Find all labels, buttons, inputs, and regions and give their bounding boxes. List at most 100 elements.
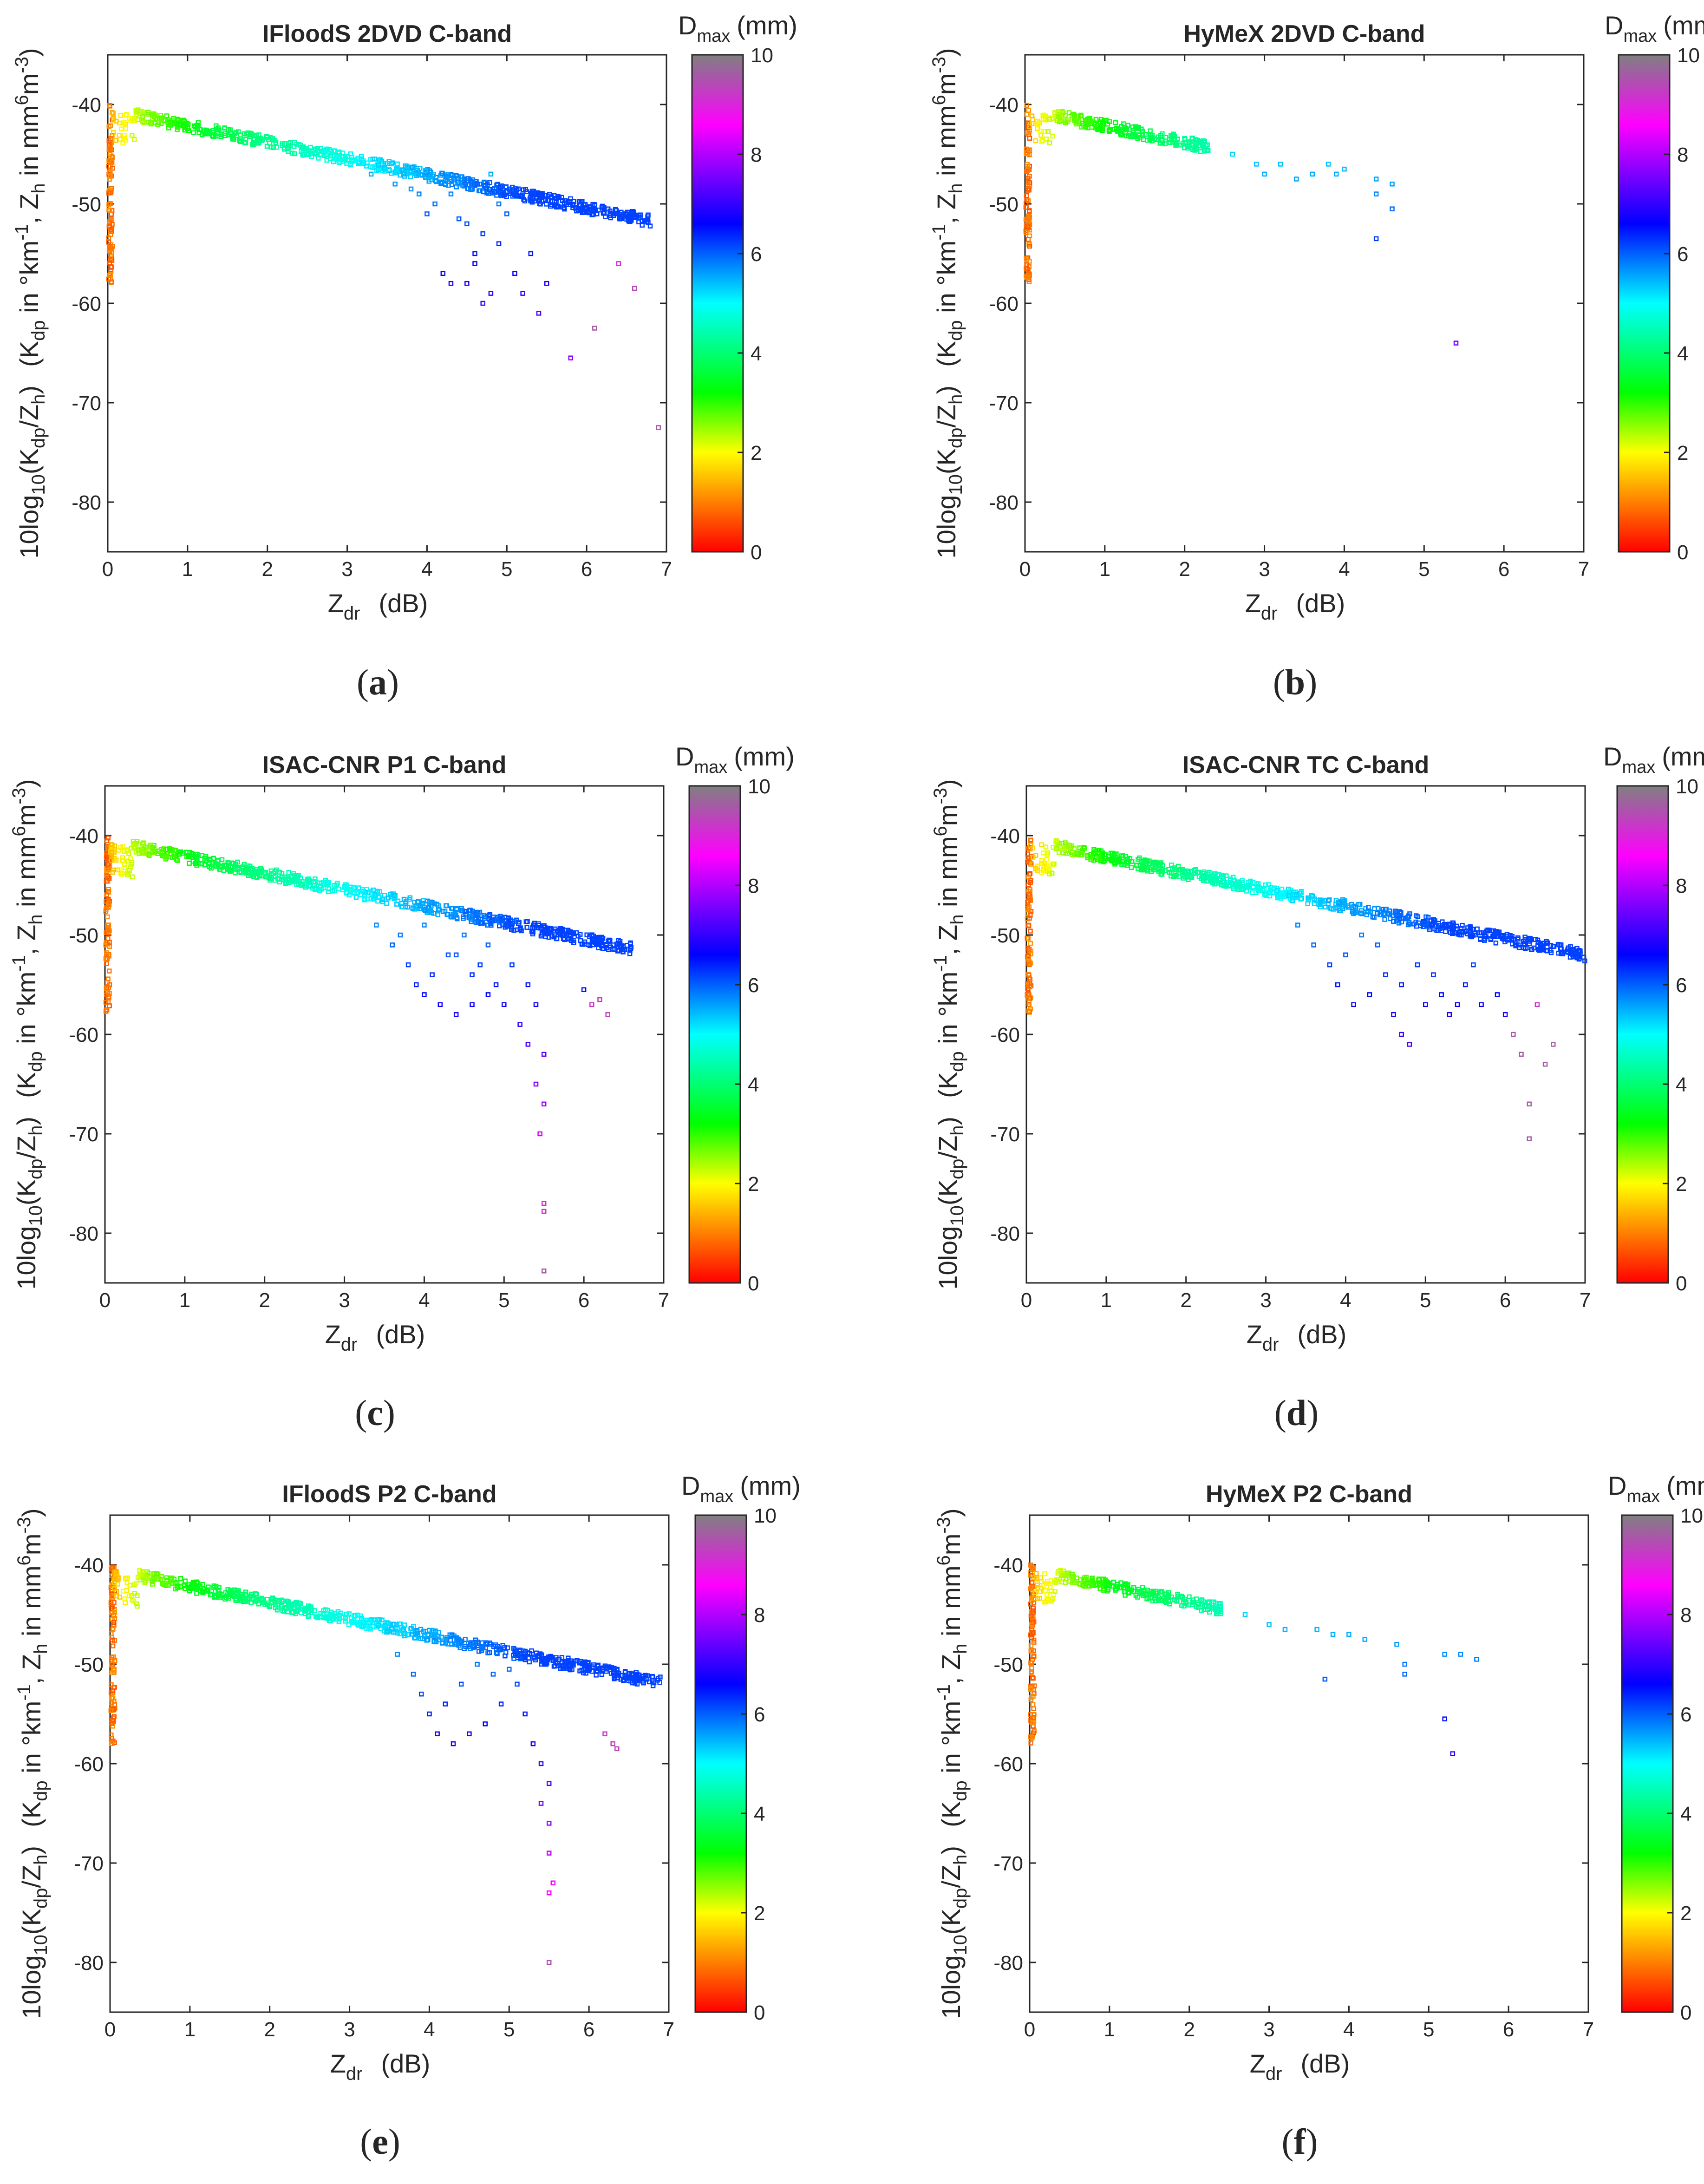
data-point <box>518 1656 523 1661</box>
data-point <box>1028 1660 1033 1666</box>
data-point <box>168 1578 173 1584</box>
x-tick-label: 1 <box>1104 2018 1115 2041</box>
data-point <box>1160 869 1165 874</box>
data-point <box>185 122 191 127</box>
data-point <box>173 1586 178 1592</box>
data-point <box>1056 1579 1062 1584</box>
data-point <box>106 876 112 881</box>
data-point <box>537 1653 542 1658</box>
colorbar <box>688 785 741 1284</box>
data-point <box>280 874 285 880</box>
data-point <box>1375 942 1380 948</box>
data-point <box>107 146 112 151</box>
data-point <box>1028 880 1033 885</box>
data-point <box>115 867 120 873</box>
data-point <box>111 867 116 873</box>
data-point <box>122 120 127 125</box>
data-point <box>520 291 525 296</box>
data-point <box>1311 942 1316 948</box>
y-tick-label: -50 <box>989 193 1018 216</box>
data-point <box>615 948 620 954</box>
data-point <box>435 912 441 917</box>
data-point <box>1166 140 1172 145</box>
data-point <box>110 222 115 227</box>
x-tick-label: 7 <box>1578 558 1589 581</box>
data-point <box>581 942 587 947</box>
data-point <box>539 1661 544 1667</box>
data-point <box>561 205 567 210</box>
data-point <box>1330 1632 1336 1637</box>
data-point <box>189 853 195 859</box>
data-point <box>1140 867 1146 872</box>
data-point <box>340 1615 346 1620</box>
data-point <box>414 173 419 178</box>
data-point <box>111 130 116 135</box>
data-point <box>650 1683 656 1688</box>
data-point <box>562 198 568 203</box>
y-tick-label: -50 <box>993 1654 1023 1676</box>
data-points <box>106 103 661 430</box>
data-point <box>111 1719 117 1724</box>
data-point <box>410 1632 415 1637</box>
y-tick-label: -40 <box>989 94 1018 117</box>
data-point <box>546 1960 552 1965</box>
data-point <box>111 1667 117 1672</box>
data-point <box>1088 852 1094 857</box>
data-point <box>1473 932 1478 938</box>
data-point <box>344 1612 349 1617</box>
panel-e: 0 1 2 3 4 5 6 7 -40 -50 -60 -70 -80 IFloodS P2 C-band… <box>14 1471 801 2162</box>
data-point <box>562 1659 568 1664</box>
data-point <box>638 212 643 217</box>
data-point <box>108 1708 114 1713</box>
data-point <box>1450 1751 1456 1756</box>
data-point <box>1256 888 1261 893</box>
data-point <box>420 901 426 906</box>
data-point <box>658 1674 663 1680</box>
y-tick-label: -70 <box>72 392 101 415</box>
data-point <box>464 909 469 914</box>
x-tick-label: 4 <box>1338 558 1350 581</box>
data-point <box>448 281 454 286</box>
data-point <box>316 886 321 892</box>
data-point <box>1038 133 1044 138</box>
data-point <box>1294 177 1299 182</box>
colorbar <box>691 54 744 553</box>
data-point <box>564 1666 570 1671</box>
data-point <box>620 948 626 954</box>
colorbar-label: Dmax(mm) <box>1605 11 1704 46</box>
data-point <box>1219 872 1224 878</box>
data-point <box>585 1663 590 1668</box>
data-point <box>436 1630 442 1635</box>
data-point <box>267 1604 273 1609</box>
x-tick-label: 4 <box>421 558 432 581</box>
data-point <box>1066 117 1071 123</box>
data-point <box>453 952 459 958</box>
data-point <box>1031 1730 1036 1736</box>
data-point <box>430 972 435 977</box>
data-point <box>434 902 440 907</box>
data-point <box>449 182 455 187</box>
data-point <box>113 1569 118 1574</box>
chart-title: ISAC-CNR TC C-band <box>1182 752 1430 778</box>
data-point <box>1254 162 1259 167</box>
data-point <box>1230 881 1235 887</box>
data-point <box>460 914 466 920</box>
colorbar <box>1618 54 1671 553</box>
data-point <box>282 1605 287 1611</box>
data-point <box>1383 972 1388 977</box>
data-point <box>122 133 127 138</box>
data-point <box>623 211 628 216</box>
data-point <box>236 1588 241 1593</box>
data-point <box>1527 935 1532 941</box>
data-point <box>147 853 152 858</box>
data-point <box>366 1619 372 1624</box>
data-point <box>627 212 633 217</box>
data-point <box>372 157 378 162</box>
data-point <box>110 1688 116 1694</box>
data-point <box>1025 183 1031 189</box>
data-point <box>273 140 279 145</box>
data-point <box>231 136 236 141</box>
colorbar-tick-label: 8 <box>1676 875 1687 897</box>
data-point <box>1097 119 1103 124</box>
data-point <box>1365 909 1370 915</box>
